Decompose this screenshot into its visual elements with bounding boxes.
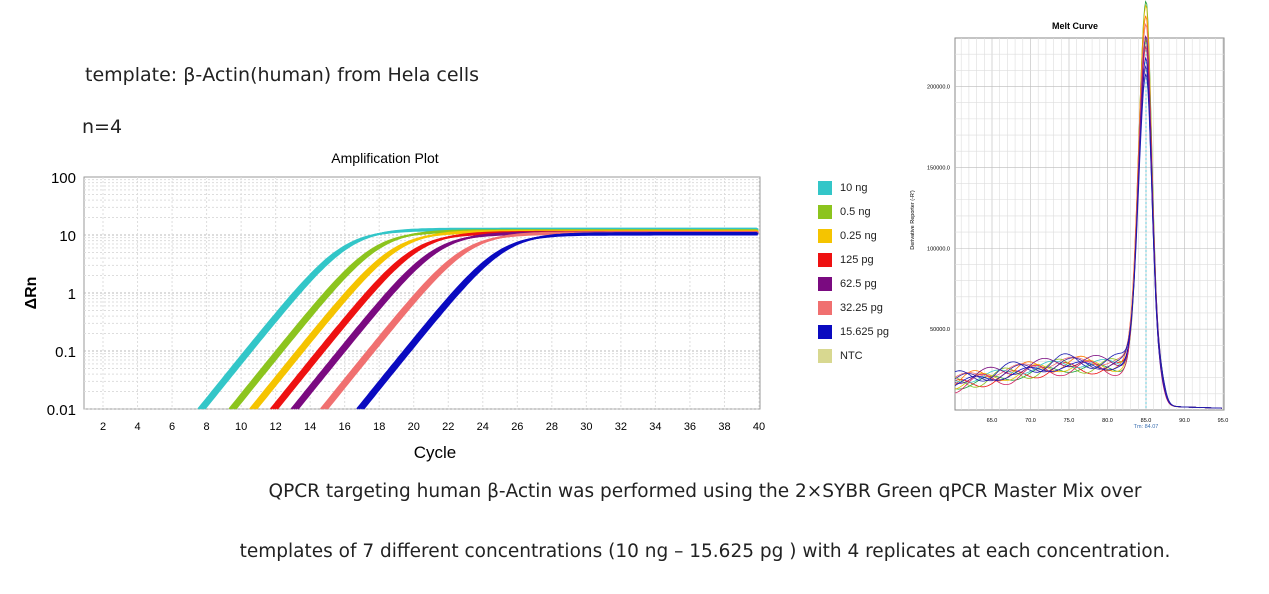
amp-xtick: 10 xyxy=(235,421,247,433)
melt-xtick: 70.0 xyxy=(1025,418,1036,424)
amp-ytick: 0.1 xyxy=(55,344,76,361)
caption-line-1: QPCR targeting human β-Actin was perform… xyxy=(268,481,1142,502)
amp-series-line-2 xyxy=(255,229,757,410)
amp-xtick: 24 xyxy=(477,421,489,433)
legend-swatch xyxy=(818,205,832,219)
amp-ytick: 1 xyxy=(68,286,76,303)
legend-label: 32.25 pg xyxy=(840,302,883,314)
replicate-count: n=4 xyxy=(82,116,123,138)
legend-label: 10 ng xyxy=(840,182,868,194)
amp-xtick: 28 xyxy=(546,421,558,433)
amp-xtick: 40 xyxy=(753,421,765,433)
amp-xtick: 8 xyxy=(204,421,210,433)
legend-item: 15.625 pg xyxy=(818,320,889,344)
melt-title: Melt Curve xyxy=(1052,21,1098,31)
amp-xtick: 22 xyxy=(442,421,454,433)
legend-swatch xyxy=(818,349,832,363)
amp-xtick: 38 xyxy=(718,421,730,433)
legend-label: 125 pg xyxy=(840,254,874,266)
amp-xlabel: Cycle xyxy=(414,443,457,462)
melt-xtick: 85.0 xyxy=(1141,418,1152,424)
amp-xtick: 6 xyxy=(169,421,175,433)
legend-swatch xyxy=(818,277,832,291)
amp-xtick: 30 xyxy=(580,421,592,433)
amp-xtick: 4 xyxy=(134,421,140,433)
legend-label: NTC xyxy=(840,350,863,362)
melt-xtick: 95.0 xyxy=(1218,418,1229,424)
melt-xtick: 90.0 xyxy=(1179,418,1190,424)
legend-swatch xyxy=(818,229,832,243)
legend-label: 0.5 ng xyxy=(840,206,871,218)
legend-item: 125 pg xyxy=(818,248,889,272)
amp-xtick: 14 xyxy=(304,421,316,433)
amp-xtick: 2 xyxy=(100,421,106,433)
amp-xtick: 26 xyxy=(511,421,523,433)
melt-xtick: 65.0 xyxy=(987,418,998,424)
amp-legend: 10 ng 0.5 ng 0.25 ng 125 pg 62.5 pg 32.25 pg 1… xyxy=(818,176,889,368)
amp-xtick: 32 xyxy=(615,421,627,433)
melt-plot-area xyxy=(954,37,1225,411)
amp-xtick: 36 xyxy=(684,421,696,433)
melt-ylabel: Derivative Reporter (-R') xyxy=(910,190,916,250)
template-label: template: β-Actin(human) from Hela cells xyxy=(85,64,479,86)
caption-line-2: templates of 7 different concentrations … xyxy=(239,541,1171,562)
melt-ytick: 100000.0 xyxy=(927,246,950,252)
legend-label: 62.5 pg xyxy=(840,278,877,290)
amp-xtick: 16 xyxy=(339,421,351,433)
melt-tm-label: Tm: 84.07 xyxy=(1134,424,1159,430)
legend-swatch xyxy=(818,253,832,267)
legend-swatch xyxy=(818,301,832,315)
amp-xtick: 12 xyxy=(270,421,282,433)
melt-xtick: 75.0 xyxy=(1064,418,1075,424)
amp-series-line-6 xyxy=(362,232,757,410)
amp-series-line-0 xyxy=(203,227,757,410)
legend-item: 62.5 pg xyxy=(818,272,889,296)
amp-ytick: 10 xyxy=(59,228,76,245)
melt-curve-line xyxy=(954,73,1222,409)
amp-xtick: 34 xyxy=(649,421,661,433)
melt-ytick: 150000.0 xyxy=(927,165,950,171)
legend-label: 0.25 ng xyxy=(840,230,877,242)
amp-ylabel: ΔRn xyxy=(23,277,40,310)
legend-item: 32.25 pg xyxy=(818,296,889,320)
legend-swatch xyxy=(818,325,832,339)
legend-item: 0.25 ng xyxy=(818,224,889,248)
amp-xtick: 20 xyxy=(408,421,420,433)
amp-ytick: 100 xyxy=(51,170,76,187)
amp-title: Amplification Plot xyxy=(331,150,438,166)
legend-label: 15.625 pg xyxy=(840,326,889,338)
amp-xtick: 18 xyxy=(373,421,385,433)
melt-ytick: 200000.0 xyxy=(927,85,950,91)
melt-ytick: 50000.0 xyxy=(930,327,950,333)
legend-item: NTC xyxy=(818,344,889,368)
legend-item: 0.5 ng xyxy=(818,200,889,224)
melt-xtick: 80.0 xyxy=(1102,418,1113,424)
legend-item: 10 ng xyxy=(818,176,889,200)
amp-ytick: 0.01 xyxy=(47,402,76,419)
legend-swatch xyxy=(818,181,832,195)
